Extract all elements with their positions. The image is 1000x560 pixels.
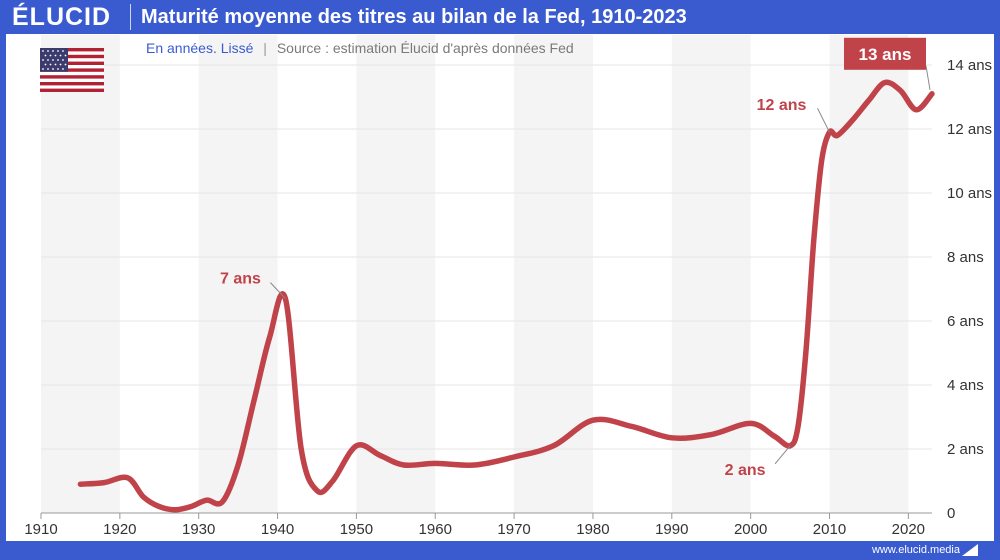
y-tick-label: 10 ans <box>947 185 992 202</box>
decade-band <box>514 35 593 513</box>
annotation-label: 7 ans <box>220 271 261 288</box>
decade-band <box>41 35 120 513</box>
decade-band <box>829 35 909 513</box>
annotation-leader <box>774 445 791 465</box>
annotation-label: 12 ans <box>757 97 807 114</box>
y-tick-label: 4 ans <box>947 377 984 394</box>
x-tick-label: 1960 <box>419 521 452 538</box>
x-tick-label: 1950 <box>340 521 373 538</box>
y-tick-label: 8 ans <box>947 249 984 266</box>
x-tick-label: 1970 <box>497 521 530 538</box>
x-tick-label: 1940 <box>261 521 294 538</box>
series-group <box>77 79 935 513</box>
subtitle-separator: | <box>263 40 267 56</box>
elucid-mark-icon <box>962 544 978 556</box>
subtitle-units: En années. Lissé <box>146 40 254 56</box>
annotation-leader <box>925 65 931 90</box>
y-tick-label: 12 ans <box>947 121 992 138</box>
subtitle-source: Source : estimation Élucid d'après donné… <box>276 40 574 56</box>
chart-grid <box>41 64 932 450</box>
series-line <box>77 79 935 513</box>
annotation-label: 13 ans <box>859 45 912 64</box>
x-axis: 1910 1920 1930 1940 1950 1960 1970 1980 1990 2000… <box>24 512 932 538</box>
us-flag-icon <box>40 48 104 92</box>
x-tick-label: 1980 <box>576 521 609 538</box>
annotation-leader <box>270 282 286 299</box>
x-tick-label: 1920 <box>103 521 136 538</box>
x-tick-label: 2020 <box>892 521 925 538</box>
decade-band <box>356 35 436 513</box>
y-tick-label: 2 ans <box>947 441 984 458</box>
annotation-label: 2 ans <box>725 462 766 479</box>
brand-logo: ÉLUCID <box>12 3 112 31</box>
x-tick-label: 2000 <box>734 521 767 538</box>
x-tick-label: 1990 <box>655 521 688 538</box>
footer-bar: www.elucid.media <box>0 541 1000 560</box>
chart-title: Maturité moyenne des titres au bilan de … <box>141 6 687 28</box>
decade-band <box>198 35 278 513</box>
y-tick-label: 14 ans <box>947 57 992 74</box>
chart-bands <box>41 35 909 513</box>
annotations-group: 7 ans 2 ans 12 ans 13 ans <box>220 37 931 479</box>
y-tick-label: 6 ans <box>947 313 984 330</box>
header-divider <box>130 4 131 30</box>
annotation-leader <box>817 107 830 133</box>
x-tick-label: 2010 <box>813 521 846 538</box>
header-bar: ÉLUCID Maturité moyenne des titres au bi… <box>0 0 1000 34</box>
footer-url[interactable]: www.elucid.media <box>871 544 960 556</box>
x-tick-label: 1930 <box>182 521 215 538</box>
x-tick-label: 1910 <box>24 521 57 538</box>
decade-band <box>671 35 751 513</box>
chart-subtitle: En années. Lissé | Source : estimation É… <box>146 39 574 57</box>
y-tick-label: 0 <box>947 505 955 522</box>
y-axis: 0 2 ans 4 ans 6 ans 8 ans 10 ans 12 ans 14 ans <box>947 57 992 522</box>
chart-panel <box>6 34 994 541</box>
annotation-box <box>844 37 926 70</box>
